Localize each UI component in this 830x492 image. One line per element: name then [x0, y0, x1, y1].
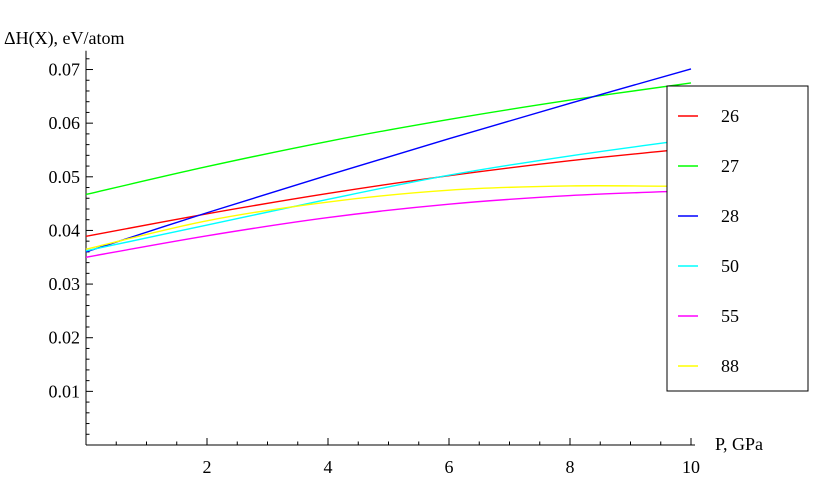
series-line-28: [85, 68, 692, 253]
legend: 26 27 28 50 55 88: [666, 85, 809, 392]
y-tick-label: 0.05: [49, 167, 81, 187]
legend-label-55: 55: [721, 306, 739, 326]
x-tick-label: 8: [566, 457, 575, 477]
series-line-50: [85, 138, 692, 252]
series-line-55: [85, 190, 692, 258]
series-line-26: [85, 147, 692, 238]
legend-label-26: 26: [721, 106, 739, 126]
y-tick-label: 0.04: [49, 220, 81, 240]
axes: 2 4 6 8 10 0.01 0.02 0.03 0.04 0.05 0.06 0.07: [49, 50, 700, 477]
y-tick-label: 0.02: [49, 328, 81, 348]
y-axis-title: ΔH(X), eV/atom: [4, 28, 125, 49]
series-line-88: [85, 185, 692, 250]
legend-box: [666, 85, 809, 392]
y-tick-label: 0.01: [49, 381, 81, 401]
legend-label-28: 28: [721, 206, 739, 226]
legend-label-88: 88: [721, 356, 739, 376]
x-tick-label: 6: [445, 457, 454, 477]
y-tick-label: 0.07: [49, 60, 81, 80]
x-tick-label: 4: [324, 457, 333, 477]
legend-label-27: 27: [721, 156, 739, 176]
series-lines: [85, 68, 692, 258]
y-tick-label: 0.06: [49, 113, 81, 133]
y-tick-label: 0.03: [49, 274, 81, 294]
legend-label-50: 50: [721, 256, 739, 276]
x-tick-label: 10: [682, 457, 700, 477]
series-line-27: [85, 82, 692, 196]
x-axis-title: P, GPa: [715, 434, 763, 454]
x-tick-label: 2: [203, 457, 212, 477]
